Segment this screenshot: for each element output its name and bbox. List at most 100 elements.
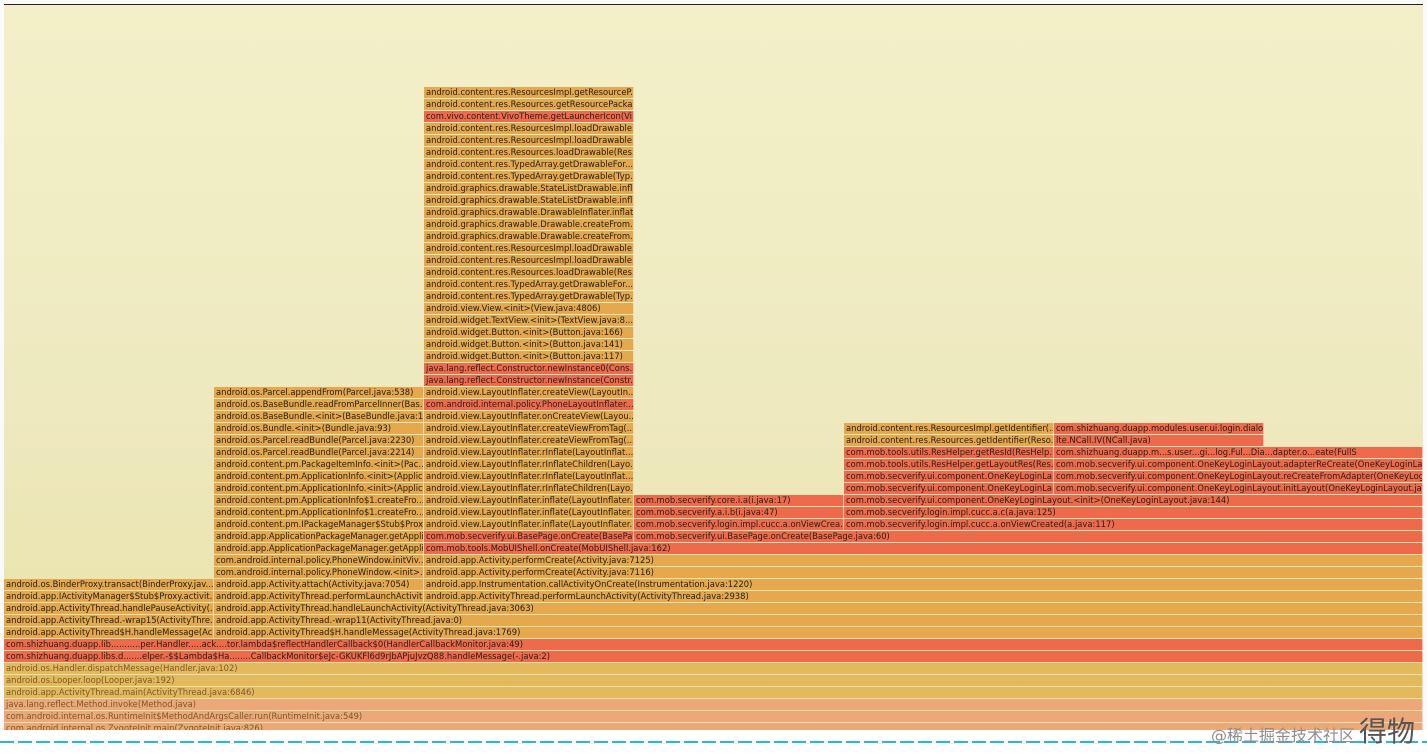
stack-frame[interactable]: android.os.BinderProxy.transact(BinderPr… bbox=[4, 579, 214, 590]
stack-frame[interactable]: android.app.Activity.attach(Activity.jav… bbox=[214, 579, 424, 590]
stack-frame[interactable]: com.android.internal.policy.PhoneWindow.… bbox=[214, 555, 424, 566]
stack-frame[interactable]: com.mob.secverify.login.impl.cucc.a.c(a.… bbox=[844, 507, 1423, 518]
stack-frame[interactable]: android.content.pm.ApplicationInfo$1.cre… bbox=[214, 495, 424, 506]
stack-frame[interactable]: android.os.Parcel.readBundle(Parcel.java… bbox=[214, 447, 424, 458]
stack-frame[interactable]: android.view.LayoutInflater.rInflateChil… bbox=[424, 483, 634, 494]
stack-frame[interactable]: com.mob.tools.utils.ResHelper.getResId(R… bbox=[844, 447, 1054, 458]
stack-frame[interactable]: android.app.Activity.performCreate(Activ… bbox=[424, 567, 1423, 578]
stack-frame[interactable]: com.mob.secverify.login.impl.cucc.a.onVi… bbox=[634, 519, 844, 530]
stack-frame[interactable]: android.content.pm.ApplicationInfo$1.cre… bbox=[214, 507, 424, 518]
stack-frame[interactable]: android.content.res.TypedArray.getDrawab… bbox=[424, 279, 634, 290]
stack-frame[interactable]: android.content.res.ResourcesImpl.loadDr… bbox=[424, 123, 634, 134]
stack-frame[interactable]: android.view.LayoutInflater.inflate(Layo… bbox=[424, 507, 634, 518]
stack-frame[interactable]: android.content.pm.PackageItemInfo.<init… bbox=[214, 459, 424, 470]
stack-frame[interactable]: android.widget.Button.<init>(Button.java… bbox=[424, 327, 634, 338]
stack-frame[interactable]: com.android.internal.policy.PhoneLayoutI… bbox=[424, 399, 634, 410]
stack-frame[interactable]: com.mob.secverify.core.i.a(i.java:17) bbox=[634, 495, 844, 506]
stack-frame[interactable]: android.content.pm.ApplicationInfo.<init… bbox=[214, 471, 424, 482]
stack-frame[interactable]: com.mob.secverify.ui.component.OneKeyLog… bbox=[844, 483, 1054, 494]
stack-frame[interactable]: android.content.res.ResourcesImpl.loadDr… bbox=[424, 243, 634, 254]
stack-frame[interactable]: com.mob.secverify.ui.component.OneKeyLog… bbox=[844, 495, 1423, 506]
stack-frame[interactable]: com.shizhuang.duapp.m...s.user...gi...lo… bbox=[1054, 447, 1423, 458]
stack-frame[interactable]: com.mob.secverify.ui.BasePage.onCreate(B… bbox=[634, 531, 1423, 542]
bottom-strip bbox=[0, 730, 1427, 756]
stack-frame[interactable]: android.graphics.drawable.Drawable.creat… bbox=[424, 219, 634, 230]
stack-frame[interactable]: android.content.res.Resources.getIdentif… bbox=[844, 435, 1054, 446]
stack-frame[interactable]: android.widget.Button.<init>(Button.java… bbox=[424, 339, 634, 350]
stack-frame[interactable]: android.content.res.TypedArray.getDrawab… bbox=[424, 159, 634, 170]
stack-frame[interactable]: android.app.ActivityThread.-wrap15(Activ… bbox=[4, 615, 214, 626]
stack-frame[interactable]: android.graphics.drawable.DrawableInflat… bbox=[424, 207, 634, 218]
stack-frame[interactable]: android.content.res.ResourcesImpl.getIde… bbox=[844, 423, 1054, 434]
stack-frame[interactable]: android.app.ActivityThread.performLaunch… bbox=[214, 591, 424, 602]
stack-frame[interactable]: com.mob.secverify.ui.component.OneKeyLog… bbox=[1054, 483, 1423, 494]
stack-frame[interactable]: android.os.Parcel.readBundle(Parcel.java… bbox=[214, 435, 424, 446]
stack-frame[interactable]: android.content.pm.ApplicationInfo.<init… bbox=[214, 483, 424, 494]
stack-frame[interactable]: android.os.Parcel.appendFrom(Parcel.java… bbox=[214, 387, 424, 398]
stack-frame[interactable]: java.lang.reflect.Method.invoke(Method.j… bbox=[4, 699, 1423, 710]
stack-frame[interactable]: android.content.res.TypedArray.getDrawab… bbox=[424, 291, 634, 302]
stack-frame[interactable]: android.app.Activity.performCreate(Activ… bbox=[424, 555, 1423, 566]
stack-frame[interactable]: android.app.ActivityThread$H.handleMessa… bbox=[4, 627, 214, 638]
stack-frame[interactable]: com.mob.tools.utils.ResHelper.getLayoutR… bbox=[844, 459, 1054, 470]
stack-frame[interactable]: android.graphics.drawable.Drawable.creat… bbox=[424, 231, 634, 242]
stack-frame[interactable]: android.graphics.drawable.StateListDrawa… bbox=[424, 195, 634, 206]
watermark-logo: 得物 bbox=[1358, 715, 1415, 748]
stack-frame[interactable]: com.shizhuang.duapp.modules.user.ui.logi… bbox=[1054, 423, 1264, 434]
stack-frame[interactable]: android.app.ActivityThread.handleLaunchA… bbox=[214, 603, 1423, 614]
stack-frame[interactable]: android.view.LayoutInflater.createViewFr… bbox=[424, 435, 634, 446]
stack-frame[interactable]: android.widget.TextView.<init>(TextView.… bbox=[424, 315, 634, 326]
stack-frame[interactable]: android.app.ActivityThread.main(Activity… bbox=[4, 687, 1423, 698]
stack-frame[interactable]: com.mob.secverify.ui.component.OneKeyLog… bbox=[1054, 471, 1423, 482]
stack-frame[interactable]: android.view.View.<init>(View.java:4806) bbox=[424, 303, 634, 314]
stack-frame[interactable]: android.app.IActivityManager$Stub$Proxy.… bbox=[4, 591, 214, 602]
stack-frame[interactable]: android.view.LayoutInflater.createViewFr… bbox=[424, 423, 634, 434]
stack-frame[interactable]: java.lang.reflect.Constructor.newInstanc… bbox=[424, 363, 634, 374]
stack-frame[interactable]: android.os.Bundle.<init>(Bundle.java:93) bbox=[214, 423, 424, 434]
stack-frame[interactable]: android.content.res.Resources.loadDrawab… bbox=[424, 147, 634, 158]
watermark: @稀土掘金技术社区 得物 bbox=[1211, 710, 1415, 750]
stack-frame[interactable]: android.content.pm.IPackageManager$Stub$… bbox=[214, 519, 424, 530]
stack-frame[interactable]: android.content.res.TypedArray.getDrawab… bbox=[424, 171, 634, 182]
stack-frame[interactable]: android.content.res.Resources.getResourc… bbox=[424, 99, 634, 110]
stack-frame[interactable]: com.mob.secverify.a.i.b(i.java:47) bbox=[634, 507, 844, 518]
stack-frame[interactable]: android.os.BaseBundle.readFromParcelInne… bbox=[214, 399, 424, 410]
stack-frame[interactable]: com.mob.secverify.ui.component.OneKeyLog… bbox=[1054, 459, 1423, 470]
stack-frame[interactable]: android.view.LayoutInflater.rInflate(Lay… bbox=[424, 471, 634, 482]
flame-graph: android.content.res.ResourcesImpl.getRes… bbox=[4, 4, 1423, 734]
stack-frame[interactable]: android.content.res.ResourcesImpl.loadDr… bbox=[424, 255, 634, 266]
stack-frame[interactable]: android.content.res.ResourcesImpl.getRes… bbox=[424, 87, 634, 98]
stack-frame[interactable]: android.app.ActivityThread.-wrap11(Activ… bbox=[214, 615, 1423, 626]
stack-frame[interactable]: com.mob.secverify.ui.BasePage.onCreate(B… bbox=[424, 531, 634, 542]
stack-frame[interactable]: android.view.LayoutInflater.inflate(Layo… bbox=[424, 519, 634, 530]
stack-frame[interactable]: android.view.LayoutInflater.rInflateChil… bbox=[424, 459, 634, 470]
stack-frame[interactable]: android.os.BaseBundle.<init>(BaseBundle.… bbox=[214, 411, 424, 422]
stack-frame[interactable]: com.mob.secverify.login.impl.cucc.a.onVi… bbox=[844, 519, 1423, 530]
stack-frame[interactable]: com.vivo.content.VivoTheme.getLauncherIc… bbox=[424, 111, 634, 122]
stack-frame[interactable]: com.mob.secverify.ui.component.OneKeyLog… bbox=[844, 471, 1054, 482]
stack-frame[interactable]: android.view.LayoutInflater.rInflate(Lay… bbox=[424, 447, 634, 458]
stack-frame[interactable]: android.graphics.drawable.StateListDrawa… bbox=[424, 183, 634, 194]
stack-frame[interactable]: android.view.LayoutInflater.onCreateView… bbox=[424, 411, 634, 422]
stack-frame[interactable]: android.app.ApplicationPackageManager.ge… bbox=[214, 531, 424, 542]
stack-frame[interactable]: com.android.internal.os.ZygoteInit.main(… bbox=[4, 723, 1423, 734]
stack-frame[interactable]: com.mob.tools.MobUIShell.onCreate(MobUIS… bbox=[424, 543, 1423, 554]
stack-frame[interactable]: android.os.Handler.dispatchMessage(Handl… bbox=[4, 663, 1423, 674]
stack-frame[interactable]: lte.NCall.IV(NCall.java) bbox=[1054, 435, 1264, 446]
stack-frame[interactable]: android.view.LayoutInflater.inflate(Layo… bbox=[424, 495, 634, 506]
stack-frame[interactable]: android.content.res.Resources.loadDrawab… bbox=[424, 267, 634, 278]
stack-frame[interactable]: android.content.res.ResourcesImpl.loadDr… bbox=[424, 135, 634, 146]
stack-frame[interactable]: com.android.internal.os.RuntimeInit$Meth… bbox=[4, 711, 1423, 722]
stack-frame[interactable]: android.widget.Button.<init>(Button.java… bbox=[424, 351, 634, 362]
stack-frame[interactable]: android.app.ActivityThread.performLaunch… bbox=[424, 591, 1423, 602]
stack-frame[interactable]: android.os.Looper.loop(Looper.java:192) bbox=[4, 675, 1423, 686]
stack-frame[interactable]: android.app.ApplicationPackageManager.ge… bbox=[214, 543, 424, 554]
stack-frame[interactable]: com.shizhuang.duapp.libs.d.......elper.-… bbox=[4, 651, 1423, 662]
stack-frame[interactable]: android.app.ActivityThread$H.handleMessa… bbox=[214, 627, 1423, 638]
stack-frame[interactable]: com.shizhuang.duapp.lib...........per.Ha… bbox=[4, 639, 1423, 650]
stack-frame[interactable]: android.app.ActivityThread.handlePauseAc… bbox=[4, 603, 214, 614]
stack-frame[interactable]: android.app.Instrumentation.callActivity… bbox=[424, 579, 1423, 590]
stack-frame[interactable]: com.android.internal.policy.PhoneWindow.… bbox=[214, 567, 424, 578]
stack-frame[interactable]: java.lang.reflect.Constructor.newInstanc… bbox=[424, 375, 634, 386]
stack-frame[interactable]: android.view.LayoutInflater.createView(L… bbox=[424, 387, 634, 398]
